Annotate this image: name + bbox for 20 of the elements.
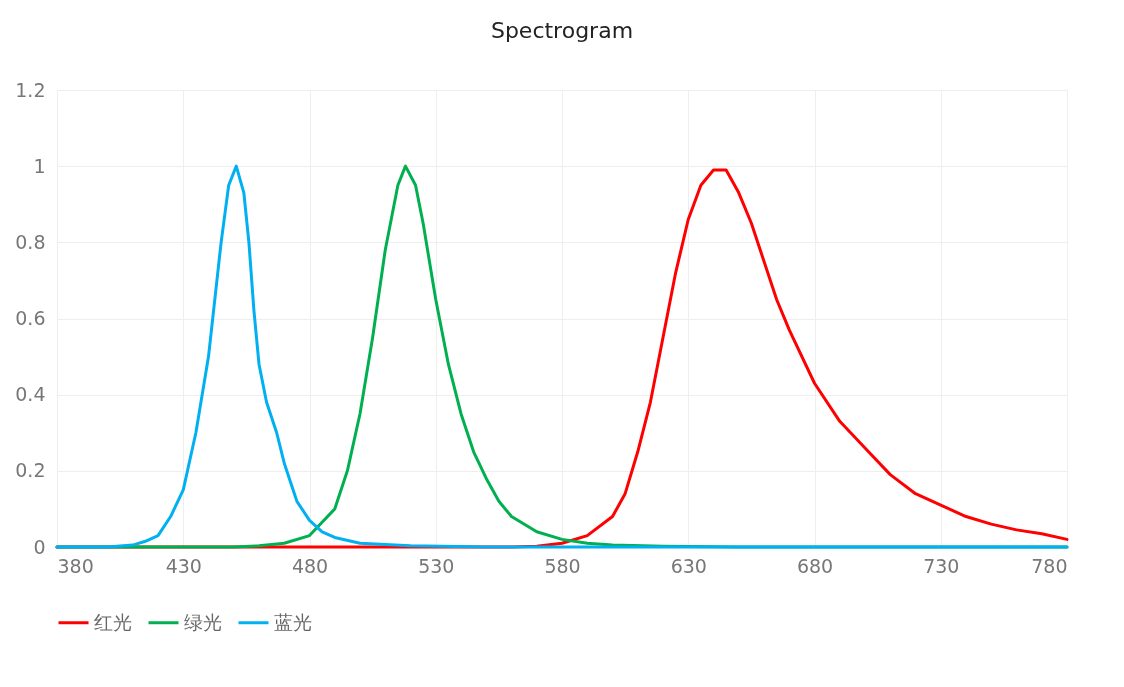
x-tick-label: 730 — [923, 554, 960, 577]
x-tick-label: 530 — [418, 554, 455, 577]
y-tick-label: 0.8 — [15, 230, 46, 253]
x-tick-label: 430 — [165, 554, 202, 577]
y-tick-label: 0 — [33, 535, 46, 558]
chart-title: Spectrogram — [490, 18, 634, 43]
legend-label: 绿光 — [184, 610, 222, 633]
y-tick-label: 0.4 — [15, 383, 46, 406]
x-tick-label: 680 — [796, 554, 834, 577]
legend-label: 蓝光 — [274, 610, 312, 633]
x-tick-label: 480 — [291, 554, 329, 577]
y-tick-label: 1 — [33, 154, 46, 177]
y-tick-label: 1.2 — [15, 78, 46, 101]
x-tick-label: 580 — [544, 554, 581, 577]
y-tick-label: 0.6 — [15, 307, 46, 329]
legend-label: 红光 — [94, 610, 132, 633]
x-tick-label: 780 — [1031, 554, 1068, 577]
x-tick-label: 380 — [57, 554, 94, 577]
x-tick-label: 630 — [670, 554, 707, 577]
y-tick-label: 0.2 — [15, 459, 46, 482]
